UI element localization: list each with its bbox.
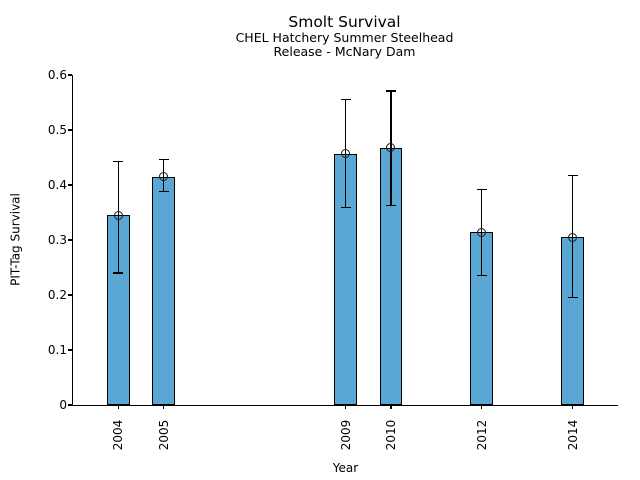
error-bar-cap-bottom <box>113 272 124 274</box>
x-tick-mark <box>344 405 347 409</box>
data-point-marker <box>567 232 577 242</box>
y-tick-mark <box>68 404 72 406</box>
y-tick-mark <box>68 129 72 131</box>
y-tick-label: 0.6 <box>47 67 67 82</box>
data-point-marker <box>386 143 396 153</box>
data-point-marker <box>159 172 169 182</box>
error-bar-cap-top <box>476 188 487 190</box>
error-bar-cap-top <box>340 99 351 101</box>
y-tick-label: 0.5 <box>47 122 67 137</box>
x-tick-mark <box>117 405 119 409</box>
x-tick-mark <box>163 405 165 409</box>
y-tick-mark <box>68 184 72 186</box>
error-bar-cap-top <box>158 159 169 161</box>
error-bar-cap-bottom <box>340 206 351 209</box>
error-bar-cap-bottom <box>476 275 487 277</box>
y-tick-mark <box>68 74 72 76</box>
x-tick-mark <box>390 405 392 409</box>
y-tick-mark <box>68 294 72 296</box>
error-bar-cap-bottom <box>385 205 396 207</box>
x-tick-label: 2005 <box>156 419 171 451</box>
data-point-marker <box>477 227 487 237</box>
error-bar-cap-top <box>385 90 396 92</box>
y-tick-mark <box>68 239 72 241</box>
y-axis-label: PIT-Tag Survival <box>8 193 23 286</box>
x-tick-mark <box>481 405 483 409</box>
bar-2005 <box>152 176 176 405</box>
y-tick-label: 0 <box>59 397 67 412</box>
plot-area: PIT-Tag Survival Year 0 0.1 0.2 0.3 0.4 0.5 0.… <box>9 68 618 475</box>
x-tick-mark <box>571 405 574 409</box>
y-tick-label: 0.1 <box>47 342 67 357</box>
x-tick-label: 2012 <box>474 419 489 451</box>
y-tick-label: 0.4 <box>47 177 67 192</box>
data-point-marker <box>113 210 123 220</box>
chart-title: Smolt Survival <box>288 13 401 31</box>
error-bar-cap-bottom <box>158 191 169 193</box>
chart-subtitle-line2: Release - McNary Dam <box>273 43 416 59</box>
x-tick-label: 2004 <box>111 419 126 451</box>
x-tick-label: 2014 <box>565 419 580 451</box>
chart-subtitle-line1: CHEL Hatchery Summer Steelhead <box>235 30 454 45</box>
chart-header: Smolt Survival CHEL Hatchery Summer Stee… <box>72 13 617 58</box>
error-bar-cap-top <box>567 174 578 176</box>
data-point-marker <box>340 148 350 158</box>
y-tick-label: 0.3 <box>47 232 67 247</box>
x-axis-label: Year <box>332 461 359 475</box>
x-tick-label: 2010 <box>383 419 398 451</box>
y-tick-mark <box>68 349 72 351</box>
x-tick-label: 2009 <box>338 419 353 451</box>
y-tick-label: 0.2 <box>47 287 67 302</box>
error-bar-cap-top <box>113 160 124 162</box>
error-bar-cap-bottom <box>567 296 578 298</box>
